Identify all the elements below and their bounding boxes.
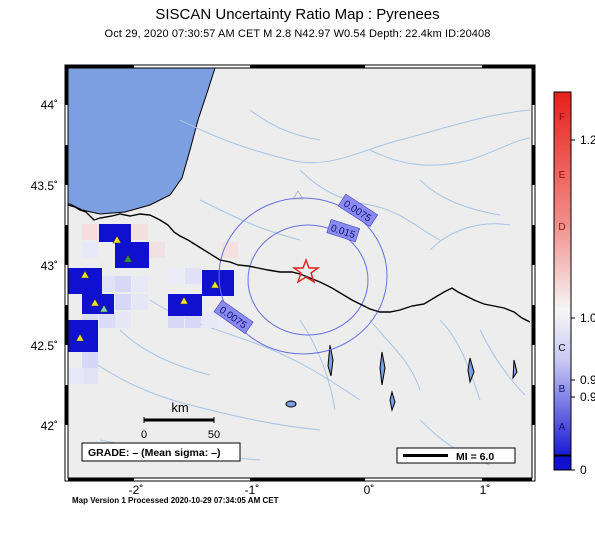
grade-letter: A: [559, 422, 566, 433]
reservoirs: [285, 344, 518, 412]
grade-letter: F: [559, 112, 565, 123]
scale-bar: km 0 50: [141, 400, 220, 441]
station-icon: [123, 254, 133, 263]
lon-tick: -1˚: [245, 483, 260, 497]
colorbar-value: 0.9: [580, 390, 595, 404]
lat-tick: 43.5˚: [31, 179, 58, 193]
station-icon: [112, 235, 122, 244]
lon-tick: -2˚: [129, 483, 144, 497]
grade-letter: B: [559, 384, 566, 395]
scale-tick: 0: [141, 429, 147, 441]
stations: [75, 190, 304, 342]
lat-tick: 42.5˚: [31, 339, 58, 353]
grade-text: GRADE: – (Mean sigma: –): [88, 447, 220, 459]
scale-tick: 50: [208, 429, 220, 441]
grid-cells-light: [68, 224, 238, 384]
station-icon: [99, 304, 109, 313]
lat-tick: 42˚: [41, 419, 58, 433]
latitude-labels: 44˚ 43.5˚ 43˚ 42.5˚ 42˚: [31, 98, 58, 433]
event-info: Oct 29, 2020 07:30:57 AM CET M 2.8 N42.9…: [104, 28, 491, 40]
station-icon: [179, 296, 189, 305]
colorbar-value: 0: [580, 463, 587, 477]
grade-letter: C: [558, 343, 565, 354]
station-icon: [292, 190, 304, 200]
longitude-labels: -2˚ -1˚ 0˚ 1˚: [129, 483, 491, 497]
lon-tick: 0˚: [364, 483, 375, 497]
rivers: [89, 109, 531, 466]
country-border: [68, 204, 531, 323]
lat-tick: 44˚: [41, 98, 58, 112]
colorbar-value: 1.0: [580, 311, 595, 325]
map-area: [68, 68, 532, 478]
mi-legend-text: MI = 6.0: [456, 451, 494, 463]
station-icon: [90, 298, 100, 307]
scale-unit: km: [171, 400, 188, 415]
map-title: SISCAN Uncertainty Ratio Map : Pyrenees: [155, 6, 440, 23]
color-scale-bar: F E D C B A 1.2 1.0 0.9 0.9 0: [553, 91, 595, 477]
grade-letter: E: [559, 170, 566, 181]
lon-tick: 1˚: [480, 483, 491, 497]
epicenter-star-icon: [291, 258, 321, 284]
colorbar-value: 1.2: [580, 133, 595, 147]
mi-legend: MI = 6.0: [396, 447, 516, 464]
grade-letter: D: [558, 222, 565, 233]
processing-footer: Map Version 1 Processed 2020-10-29 07:34…: [72, 496, 279, 505]
station-icon: [210, 280, 220, 289]
lat-tick: 43˚: [41, 259, 58, 273]
map-frame: [64, 64, 536, 482]
grade-box: GRADE: – (Mean sigma: –): [81, 442, 241, 462]
colorbar-value: 0.9: [580, 373, 595, 387]
station-icon: [75, 333, 85, 342]
uncertainty-contours: [218, 197, 388, 355]
station-icon: [80, 270, 90, 279]
bay-of-biscay: [68, 68, 216, 215]
